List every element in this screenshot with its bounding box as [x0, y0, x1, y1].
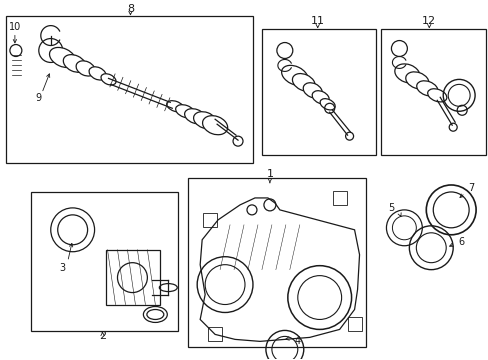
Circle shape	[10, 45, 22, 57]
Text: 7: 7	[467, 183, 473, 193]
Bar	[105, 250, 160, 305]
Bar	[332, 191, 346, 205]
Ellipse shape	[281, 66, 307, 85]
Bar	[203, 213, 217, 227]
Ellipse shape	[303, 83, 322, 98]
Text: 1: 1	[266, 169, 273, 179]
Ellipse shape	[49, 48, 76, 68]
Ellipse shape	[394, 64, 419, 83]
Text: 10: 10	[9, 22, 21, 32]
Ellipse shape	[89, 67, 106, 80]
Ellipse shape	[63, 55, 86, 72]
Ellipse shape	[166, 101, 183, 112]
Text: 4: 4	[294, 336, 300, 346]
Bar	[262, 28, 376, 155]
Bar	[208, 328, 222, 341]
Text: 5: 5	[387, 203, 394, 213]
Ellipse shape	[184, 109, 205, 124]
Text: 11: 11	[310, 15, 324, 26]
Ellipse shape	[405, 72, 428, 89]
Text: 12: 12	[421, 15, 435, 26]
Bar	[381, 28, 485, 155]
Ellipse shape	[175, 105, 194, 118]
Ellipse shape	[311, 91, 328, 104]
Ellipse shape	[427, 89, 446, 102]
Ellipse shape	[292, 73, 314, 91]
Text: 3: 3	[60, 263, 65, 273]
Bar	[31, 192, 178, 332]
Bar	[188, 178, 365, 347]
Ellipse shape	[202, 116, 227, 135]
Circle shape	[345, 132, 353, 140]
Ellipse shape	[76, 61, 95, 76]
Bar	[6, 15, 252, 163]
Circle shape	[448, 123, 456, 131]
Text: 2: 2	[99, 332, 106, 341]
Circle shape	[233, 136, 243, 146]
Ellipse shape	[320, 99, 334, 110]
Ellipse shape	[193, 112, 216, 129]
Text: 9: 9	[36, 93, 42, 103]
Text: 8: 8	[126, 4, 134, 14]
Text: 6: 6	[457, 237, 463, 247]
Bar	[347, 318, 361, 332]
Ellipse shape	[101, 74, 116, 85]
Ellipse shape	[416, 81, 437, 96]
